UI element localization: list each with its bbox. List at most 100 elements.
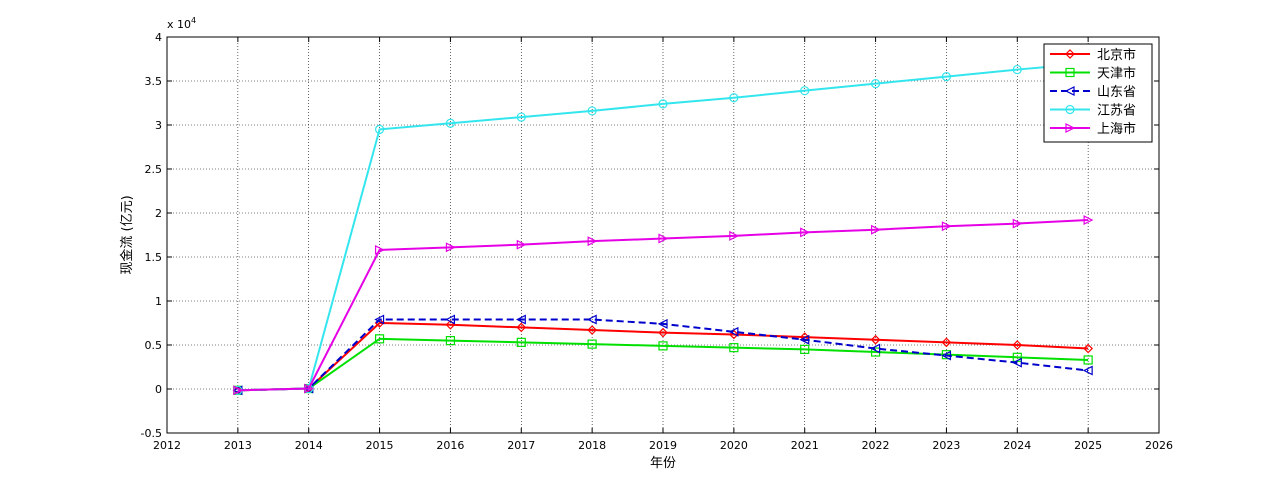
data-point <box>941 350 952 361</box>
data-point <box>233 385 244 396</box>
x-tick-label: 2018 <box>578 439 606 452</box>
data-point <box>729 93 739 103</box>
x-tick-label: 2021 <box>791 439 819 452</box>
data-point <box>304 383 315 394</box>
x-tick-label: 2023 <box>932 439 960 452</box>
data-point <box>587 325 597 335</box>
x-tick-label: 2026 <box>1145 439 1173 452</box>
legend-label: 山东省 <box>1097 85 1136 100</box>
legend-entry: 北京市 <box>1050 47 1136 63</box>
y-tick-label: 4 <box>155 31 162 44</box>
y-tick-label: -0.5 <box>141 427 162 440</box>
x-tick-label: 2025 <box>1074 439 1102 452</box>
data-point <box>587 106 597 116</box>
data-point <box>586 314 597 325</box>
y-tick-label: 1 <box>155 295 162 308</box>
data-point <box>800 86 810 96</box>
y-tick-label: 1.5 <box>145 251 163 264</box>
x-tick-label: 2024 <box>1003 439 1031 452</box>
data-point <box>941 71 952 82</box>
legend-entry: 上海市 <box>1050 121 1136 137</box>
data-point <box>729 230 740 241</box>
x-axis-label: 年份 <box>650 456 676 471</box>
data-point <box>1082 365 1093 376</box>
data-point <box>374 244 385 255</box>
legend-marker <box>1065 67 1075 78</box>
y-tick-label: 3.5 <box>145 75 163 88</box>
data-point <box>445 118 456 128</box>
legend-marker <box>1065 104 1075 115</box>
data-point <box>870 343 881 354</box>
data-point <box>729 343 739 353</box>
data-point <box>1011 357 1022 368</box>
data-point <box>1083 343 1093 354</box>
legend-entry: 江苏省 <box>1050 103 1136 119</box>
legend-label: 江苏省 <box>1097 103 1136 119</box>
legend-marker <box>1065 123 1076 133</box>
series-line <box>237 321 1089 392</box>
data-point <box>941 221 952 232</box>
legend-box <box>1043 43 1153 143</box>
legend-label: 北京市 <box>1097 47 1136 63</box>
y-tick-label: 0 <box>155 383 162 396</box>
data-point <box>516 322 527 333</box>
data-point <box>799 334 810 345</box>
y-tick-label: 2 <box>155 207 162 220</box>
data-point <box>1012 352 1022 362</box>
data-point <box>516 239 527 250</box>
data-point <box>1083 355 1093 365</box>
data-point <box>1012 218 1023 229</box>
tick-layer: 2012 2013 2014 2015 2016 2017 2018 2019 2020 2021… <box>141 31 1173 452</box>
legend-entry: 天津市 <box>1050 66 1136 82</box>
data-point <box>658 341 668 351</box>
y-exponent-power: 4 <box>191 16 196 25</box>
data-point <box>445 242 456 253</box>
series-layer <box>232 58 1094 396</box>
y-tick-label: 2.5 <box>145 163 163 176</box>
data-point <box>374 124 385 134</box>
data-point <box>800 344 810 354</box>
x-tick-label: 2014 <box>295 439 323 452</box>
x-tick-label: 2022 <box>862 439 890 452</box>
x-tick-label: 2020 <box>720 439 748 452</box>
data-point <box>374 334 385 344</box>
x-tick-label: 2013 <box>224 439 252 452</box>
data-point <box>1012 64 1022 75</box>
series-line <box>237 318 1089 392</box>
legend-label: 上海市 <box>1097 121 1136 137</box>
legend-label: 天津市 <box>1097 66 1136 82</box>
data-point <box>658 233 669 244</box>
legend-entry: 山东省 <box>1050 85 1136 100</box>
data-point <box>728 326 739 337</box>
x-tick-label: 2015 <box>366 439 394 452</box>
data-point <box>657 318 668 329</box>
x-tick-label: 2016 <box>436 439 464 452</box>
data-point <box>658 327 668 338</box>
y-exponent-label: x 104 <box>167 16 196 31</box>
x-tick-label: 2012 <box>153 439 181 452</box>
data-point <box>870 79 881 89</box>
data-point <box>445 314 456 325</box>
y-axis-label: 现金流 (亿元) <box>119 195 135 274</box>
y-tick-label: 0.5 <box>145 339 163 352</box>
legend-marker <box>1064 86 1075 96</box>
data-point <box>1012 340 1023 350</box>
legend-marker <box>1065 49 1075 59</box>
data-point <box>941 337 952 348</box>
data-point <box>445 336 456 346</box>
series-line <box>237 62 1089 392</box>
data-point <box>870 224 881 235</box>
data-point <box>870 334 881 345</box>
data-point <box>1083 215 1094 226</box>
x-tick-label: 2017 <box>507 439 535 452</box>
y-tick-label: 3 <box>155 119 162 132</box>
data-point <box>658 99 668 109</box>
series-line <box>237 219 1089 392</box>
series-5 <box>233 215 1094 396</box>
x-tick-label: 2019 <box>649 439 677 452</box>
data-point <box>587 339 597 349</box>
data-point <box>800 227 811 238</box>
data-point <box>516 337 526 347</box>
